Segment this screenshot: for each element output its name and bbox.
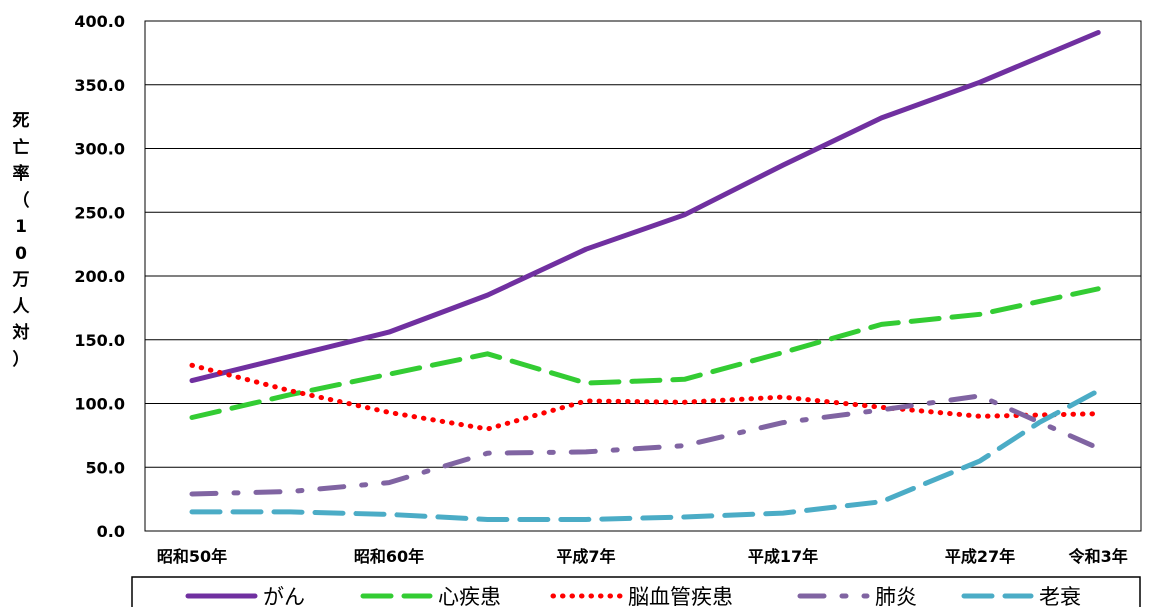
series-line-がん xyxy=(189,30,1101,384)
y-tick-label: 350.0 xyxy=(74,76,125,95)
y-axis-label-char: 亡 xyxy=(12,137,30,158)
y-tick-label: 100.0 xyxy=(74,395,125,414)
axes: 0.0 50.0 100.0 150.0 200.0 250.0 300.0 350.0 400… xyxy=(74,12,1142,566)
plot-frame xyxy=(144,20,1142,532)
y-axis-label-char: 0 xyxy=(15,243,27,264)
x-tick-label: 昭和60年 xyxy=(354,547,424,566)
x-tick-label: 昭和50年 xyxy=(157,547,227,566)
x-tick-label: 平成17年 xyxy=(748,547,818,566)
y-tick-label: 400.0 xyxy=(74,12,125,31)
legend-label: 脳血管疾患 xyxy=(628,585,733,607)
y-axis-label-char: ） xyxy=(12,349,30,370)
y-axis-label-char: 対 xyxy=(12,323,30,343)
legend-label: がん xyxy=(263,585,305,607)
y-tick-label: 50.0 xyxy=(86,458,125,477)
grid-lines xyxy=(145,20,1141,532)
series-line-脳血管疾患 xyxy=(189,362,1101,432)
series-lines xyxy=(189,30,1101,522)
x-tick-label: 令和3年 xyxy=(1068,547,1128,566)
y-tick-label: 150.0 xyxy=(74,331,125,350)
y-tick-label: 200.0 xyxy=(74,267,125,286)
y-axis-label-char: 1 xyxy=(15,217,27,237)
series-line-老衰 xyxy=(189,388,1101,522)
legend: がん 心疾患 脳血管疾患 肺炎 老衰 xyxy=(131,576,1141,611)
y-axis-label-char: （ xyxy=(12,190,30,211)
y-tick-label: 250.0 xyxy=(74,203,125,222)
series-line-心疾患 xyxy=(189,286,1101,420)
legend-label: 肺炎 xyxy=(875,585,917,607)
x-tick-label: 平成7年 xyxy=(556,547,615,566)
series-line-肺炎 xyxy=(189,393,1101,497)
y-axis-label-char: 死 xyxy=(12,111,30,131)
legend-label: 老衰 xyxy=(1039,585,1081,607)
x-tick-label: 平成27年 xyxy=(945,547,1015,566)
y-tick-label: 300.0 xyxy=(74,140,125,159)
y-axis-label-char: 万 xyxy=(12,270,30,290)
y-axis-label: 死亡率 （ 1 0 万人対 ） xyxy=(6,108,36,373)
y-tick-label: 0.0 xyxy=(97,522,125,541)
y-axis-label-char: 人 xyxy=(12,296,30,317)
legend-label: 心疾患 xyxy=(438,585,501,607)
y-axis-label-char: 率 xyxy=(12,164,30,184)
